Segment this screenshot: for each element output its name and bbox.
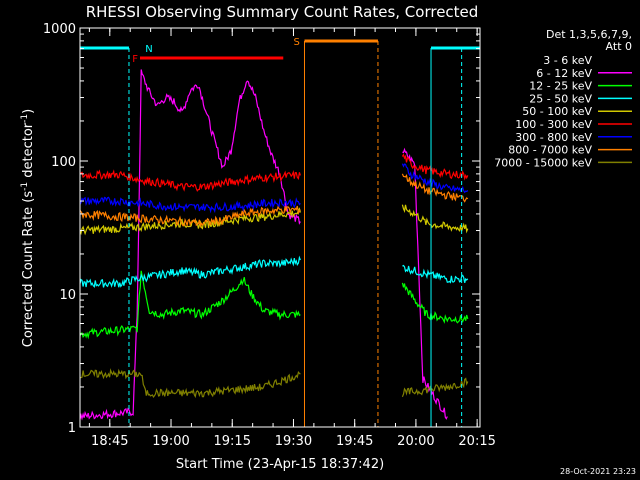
axis-ticks: 18:45 19:00 19:15 19:30 19:45 20:00 20:15 1000 1… — [43, 22, 496, 449]
x-tick-label: 19:45 — [336, 434, 373, 449]
series-line-segment — [401, 282, 469, 324]
y-tick-label: 10 — [59, 288, 76, 303]
series-line-segment — [79, 169, 301, 192]
series-300to800keV — [79, 163, 469, 214]
series-layer — [79, 69, 469, 421]
y-label-part: ) — [21, 109, 36, 114]
y-axis-label: Corrected Count Rate (s-1 detector-1) — [20, 109, 36, 347]
y-label-part: detector — [21, 122, 36, 182]
legend-label: 6 - 12 keV — [536, 67, 592, 80]
series-line-segment — [79, 270, 301, 340]
series-800to7000keV — [79, 173, 469, 229]
y-tick-label: 100 — [51, 155, 76, 170]
series-line-segment — [79, 205, 301, 229]
timestamp: 28-Oct-2021 23:23 — [560, 467, 636, 476]
series-25to50keV — [79, 255, 469, 288]
y-tick-label: 1 — [68, 421, 76, 436]
series-line-segment — [401, 173, 469, 203]
flag-label-saa: S — [293, 37, 299, 48]
y-label-superscript: -1 — [20, 114, 30, 123]
plot-frame — [79, 27, 481, 428]
series-line-segment — [79, 368, 301, 399]
y-label-part: Corrected Count Rate (s — [21, 191, 36, 348]
series-3to6keV — [112, 95, 428, 351]
legend-label: 3 - 6 keV — [543, 54, 592, 67]
x-tick-label: 19:30 — [275, 434, 312, 449]
series-line-segment — [401, 153, 469, 181]
legend-label: 100 - 300 keV — [515, 118, 592, 131]
series-line-segment — [79, 196, 301, 214]
series-line-segment — [112, 95, 301, 351]
flag-label-flare: F — [132, 54, 138, 65]
overlay-layer: NF S — [80, 37, 480, 427]
series-6to12keV — [79, 69, 448, 421]
legend-label: 12 - 25 keV — [529, 80, 592, 93]
legend-label: 300 - 800 keV — [515, 131, 592, 144]
series-line-segment — [401, 144, 428, 336]
x-tick-label: 20:00 — [397, 434, 434, 449]
y-tick-label: 1000 — [43, 22, 76, 37]
legend-label: 800 - 7000 keV — [508, 144, 592, 157]
plot-area: NF S — [79, 37, 480, 427]
series-line-segment — [79, 255, 301, 288]
legend-header-line: Det 1,3,5,6,7,9, — [546, 28, 632, 41]
legend-label: 25 - 50 keV — [529, 92, 592, 105]
series-line-segment — [402, 264, 469, 284]
series-line-segment — [402, 147, 448, 420]
legend-label: 7000 - 15000 keV — [494, 156, 592, 169]
x-tick-label: 19:15 — [214, 434, 251, 449]
x-tick-label: 18:45 — [91, 434, 128, 449]
series-12to25keV — [79, 270, 469, 340]
series-line-segment — [401, 377, 469, 398]
legend-header-line: Att 0 — [606, 40, 632, 53]
series-7000to15000keV — [79, 368, 469, 399]
flag-label-night: N — [145, 44, 152, 55]
x-tick-label: 19:00 — [152, 434, 189, 449]
series-line-segment — [401, 204, 469, 234]
x-axis-label: Start Time (23-Apr-15 18:37:42) — [176, 457, 384, 472]
series-line-segment — [401, 163, 469, 194]
x-tick-label: 20:15 — [458, 434, 495, 449]
legend-label: 50 - 100 keV — [522, 105, 592, 118]
series-100to300keV — [79, 153, 469, 192]
y-label-superscript: -1 — [20, 182, 30, 191]
series-line-segment — [79, 69, 301, 421]
chart-title: RHESSI Observing Summary Count Rates, Co… — [86, 3, 479, 21]
